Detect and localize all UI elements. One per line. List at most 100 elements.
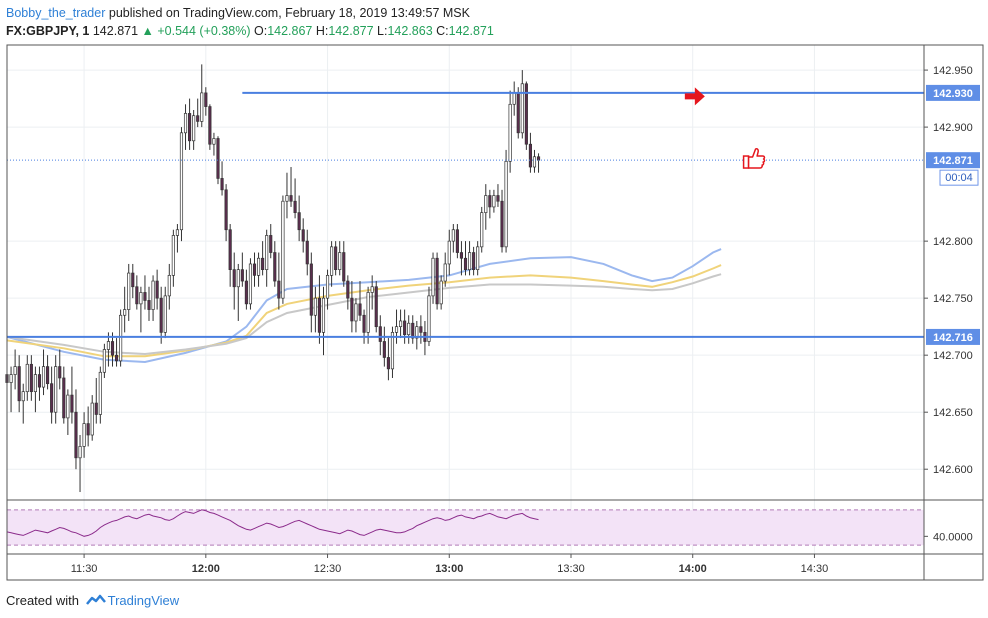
candle — [155, 269, 159, 310]
candle — [423, 320, 427, 356]
last-price-tag — [926, 152, 980, 169]
candle — [106, 332, 111, 367]
candle — [208, 104, 212, 150]
candle — [240, 252, 244, 287]
candle-body-down — [459, 252, 464, 259]
candle-body-up — [439, 280, 443, 305]
candle-body-up — [467, 252, 472, 270]
candle — [82, 412, 86, 458]
candle-body-up — [54, 366, 58, 413]
candle — [200, 64, 204, 128]
candle — [496, 184, 500, 207]
candle — [29, 355, 33, 401]
candle-body-up — [480, 212, 484, 248]
candle-body-up — [512, 92, 516, 105]
candle-body-up — [139, 292, 143, 305]
candle-body-down — [455, 229, 459, 253]
candle — [313, 286, 317, 333]
candle-body-up — [123, 309, 127, 316]
symbol-line: FX:GBPJPY, 1 142.871 ▲ +0.544 (+0.38%) O… — [6, 22, 982, 40]
candle — [192, 110, 196, 150]
candle-body-up — [82, 423, 86, 447]
price-tick-label: 142.900 — [933, 122, 973, 134]
candle-body-down — [147, 300, 151, 310]
candle — [163, 286, 167, 339]
author-link[interactable]: Bobby_the_trader — [6, 6, 106, 20]
candle-body-down — [536, 156, 541, 161]
candle — [325, 269, 330, 310]
candle — [13, 349, 17, 390]
candle — [131, 263, 135, 299]
annotations — [684, 87, 766, 169]
level-price-tag — [926, 84, 980, 101]
candle — [492, 189, 496, 213]
candle — [188, 98, 192, 150]
candle-body-down — [346, 280, 350, 299]
level-price-tag — [926, 328, 980, 345]
candle — [74, 389, 78, 470]
candle — [256, 252, 261, 287]
candle-body-down — [382, 341, 386, 358]
candle — [37, 366, 42, 401]
symbol-name[interactable]: FX:GBPJPY, 1 — [6, 24, 90, 38]
candle-body-down — [305, 240, 309, 265]
candle — [488, 189, 492, 219]
price-grid — [7, 45, 924, 554]
candle-body-down — [143, 292, 147, 301]
candle-body-down — [74, 411, 78, 459]
candle-body-up — [390, 332, 395, 370]
candle-body-down — [463, 257, 468, 270]
candle-body-down — [362, 314, 366, 333]
candle-body-up — [532, 156, 537, 168]
candle — [362, 309, 366, 344]
candle-body-up — [492, 195, 496, 208]
candle — [321, 286, 326, 356]
candle — [94, 377, 98, 424]
candle-body-down — [244, 280, 248, 305]
tradingview-link[interactable]: TradingView — [107, 593, 180, 608]
candle-body-down — [86, 423, 90, 436]
moving-averages — [6, 248, 722, 364]
candle — [224, 184, 228, 242]
candle-body-up — [33, 374, 37, 393]
candle-body-down — [411, 322, 415, 339]
candle-body-up — [431, 257, 435, 297]
candle-body-down — [131, 272, 135, 288]
candle-body-up — [183, 113, 188, 134]
high-value: 142.877 — [328, 24, 374, 38]
time-tick-label: 14:30 — [801, 563, 829, 575]
candle — [447, 229, 451, 276]
candle — [220, 161, 224, 196]
price-tick-label: 142.800 — [933, 236, 973, 248]
candle-body-down — [94, 402, 98, 415]
candle-body-down — [293, 200, 297, 213]
candle — [346, 275, 350, 310]
level-price-label: 142.930 — [933, 88, 973, 100]
candle — [70, 366, 74, 424]
candle — [435, 252, 439, 310]
candle — [244, 269, 248, 310]
candle-body-down — [114, 354, 119, 362]
ma-mid-line — [6, 264, 722, 358]
level-price-label: 142.716 — [933, 332, 973, 344]
candle-body-up — [520, 83, 524, 134]
close-value: 142.871 — [448, 24, 494, 38]
open-value: 142.867 — [267, 24, 313, 38]
candle-body-down — [188, 113, 192, 142]
candle — [476, 241, 480, 276]
candle-body-up — [192, 115, 196, 142]
candle-body-down — [309, 263, 313, 316]
candle — [33, 366, 37, 413]
candle-body-down — [50, 383, 54, 413]
candle — [504, 149, 508, 253]
price-change: ▲ +0.544 (+0.38%) — [141, 24, 251, 38]
candle — [374, 281, 378, 333]
chart-canvas[interactable]: 142.930 142.716 142.871 00:04 142.950 142.90… — [0, 44, 988, 584]
candle-body-up — [281, 200, 285, 299]
candle-body-up — [167, 275, 171, 297]
candle-body-down — [358, 303, 362, 316]
time-tick-label: 13:30 — [557, 563, 585, 575]
horizontal-levels[interactable]: 142.930 142.716 142.871 00:04 — [7, 84, 980, 345]
candle — [265, 229, 269, 287]
candle — [261, 241, 265, 276]
